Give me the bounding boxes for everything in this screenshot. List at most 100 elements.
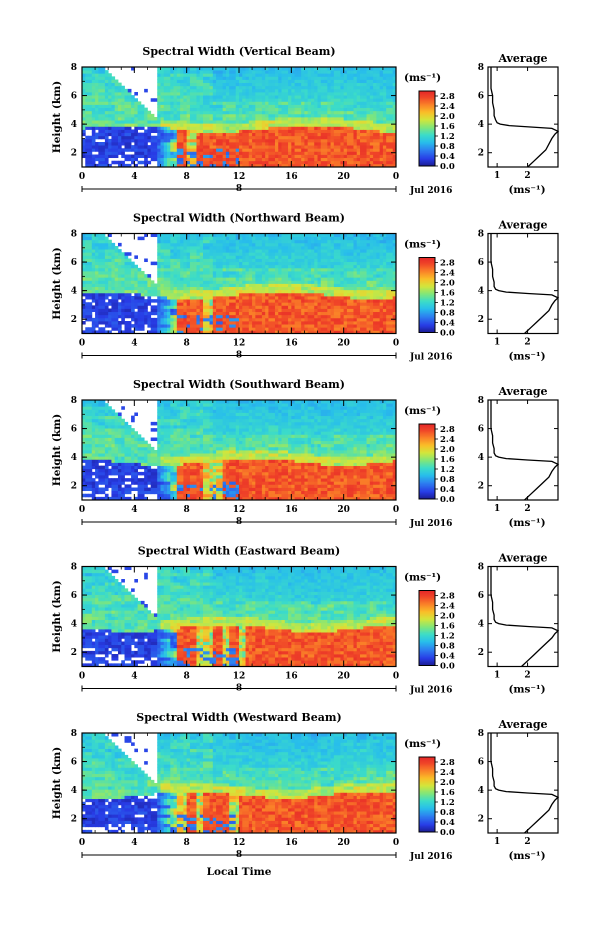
heatmap-cell (236, 133, 240, 137)
heatmap-cell (196, 142, 200, 146)
heatmap-cell (383, 136, 387, 140)
heatmap-cell (370, 145, 374, 149)
heatmap-cell (275, 284, 279, 288)
heatmap-cell (340, 73, 344, 77)
heatmap-cell (344, 130, 348, 134)
heatmap-cell (164, 287, 168, 291)
heatmap-cell (337, 89, 341, 93)
heatmap-cell (157, 240, 161, 244)
heatmap-cell (239, 315, 243, 319)
heatmap-cell (131, 139, 135, 143)
heatmap-cell (376, 86, 380, 90)
heatmap-cell (229, 114, 233, 118)
heatmap-cell (125, 262, 129, 266)
heatmap-cell (128, 148, 132, 152)
heatmap-cell (314, 98, 318, 102)
heatmap-cell (288, 290, 292, 294)
heatmap-cell (102, 142, 106, 146)
heatmap-cell (219, 252, 223, 256)
heatmap-cell (321, 161, 325, 165)
heatmap-cell (183, 290, 187, 294)
heatmap-cell (229, 274, 233, 278)
heatmap-cell (278, 280, 282, 284)
heatmap-cell (340, 108, 344, 112)
heatmap-cell (304, 114, 308, 118)
heatmap-cell (255, 139, 259, 143)
heatmap-cell (210, 92, 214, 96)
heatmap-cell (288, 293, 292, 297)
heatmap-cell (187, 89, 191, 93)
heatmap-cell (321, 83, 325, 87)
heatmap-cell (249, 284, 253, 288)
heatmap-cell (259, 299, 263, 303)
heatmap-cell (95, 321, 99, 325)
heatmap-cell (102, 262, 106, 266)
heatmap-cell (167, 249, 171, 253)
heatmap-cell (255, 80, 259, 84)
heatmap-cell (229, 76, 233, 80)
heatmap-cell (167, 92, 171, 96)
heatmap-cell (167, 145, 171, 149)
heatmap-cell (357, 92, 361, 96)
heatmap-cell (164, 274, 168, 278)
heatmap-cell (98, 265, 102, 269)
heatmap-cell (324, 126, 328, 130)
heatmap-cell (102, 280, 106, 284)
heatmap-cell (232, 123, 236, 127)
heatmap-cell (102, 111, 106, 115)
heatmap-cell (334, 148, 338, 152)
heatmap-cell (161, 92, 165, 96)
heatmap-cell (164, 252, 168, 256)
heatmap-cell (337, 120, 341, 124)
heatmap-cell (360, 98, 364, 102)
heatmap-cell (327, 161, 331, 165)
heatmap-cell (141, 120, 145, 124)
heatmap-cell (167, 76, 171, 80)
heatmap-cell (174, 240, 178, 244)
heatmap-cell (249, 296, 253, 300)
heatmap-cell (134, 120, 138, 124)
heatmap-cell (187, 296, 191, 300)
heatmap-cell (121, 123, 125, 127)
heatmap-cell (105, 259, 109, 263)
heatmap-cell (226, 148, 230, 152)
heatmap-cell (242, 318, 246, 322)
heatmap-cell (196, 123, 200, 127)
heatmap-cell (118, 126, 122, 130)
heatmap-cell (92, 293, 96, 297)
heatmap-cell (262, 111, 266, 115)
heatmap-cell (367, 161, 371, 165)
heatmap-cell (177, 101, 181, 105)
heatmap-cell (272, 243, 276, 247)
heatmap-cell (314, 101, 318, 105)
heatmap-cell (370, 89, 374, 93)
heatmap-cell (170, 98, 174, 102)
heatmap-cell (308, 145, 312, 149)
heatmap-cell (249, 237, 253, 241)
heatmap-cell (311, 133, 315, 137)
heatmap-cell (370, 117, 374, 121)
heatmap-cell (134, 302, 138, 306)
heatmap-cell (311, 120, 315, 124)
heatmap-cell (98, 161, 102, 165)
heatmap-cell (115, 108, 119, 112)
heatmap-cell (128, 105, 132, 109)
heatmap-cell (272, 130, 276, 134)
heatmap-cell (353, 136, 357, 140)
heatmap-cell (232, 290, 236, 294)
heatmap-cell (213, 305, 217, 309)
heatmap-cell (118, 293, 122, 297)
heatmap-cell (282, 80, 286, 84)
colorbar: 0.00.40.81.21.62.02.42.8 (419, 91, 455, 172)
heatmap-cell (236, 155, 240, 159)
heatmap-cell (111, 243, 115, 247)
heatmap-cell (170, 158, 174, 162)
heatmap-cell (134, 155, 138, 159)
heatmap-cell (187, 252, 191, 256)
heatmap-cell (167, 111, 171, 115)
heatmap-cell (265, 277, 269, 281)
heatmap-cell (216, 89, 220, 93)
heatmap-cell (121, 161, 125, 165)
heatmap-cell (360, 111, 364, 115)
heatmap-cell (108, 259, 112, 263)
